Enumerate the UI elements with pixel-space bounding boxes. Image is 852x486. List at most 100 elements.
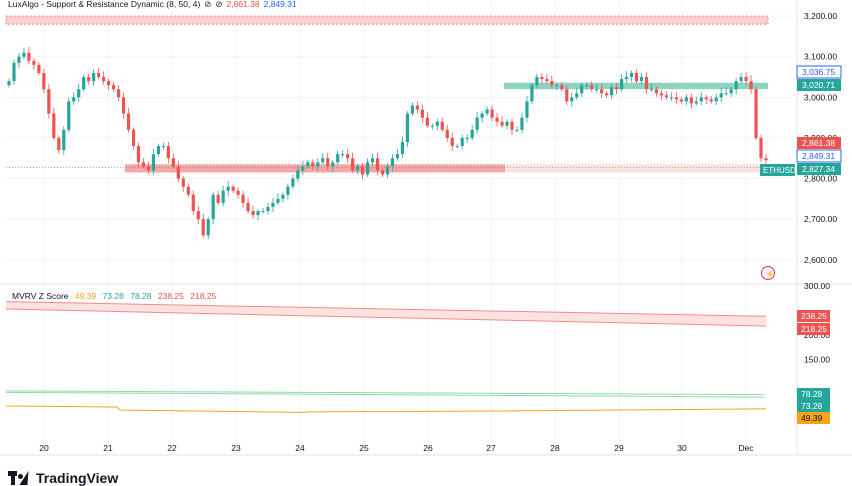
candle (585, 85, 589, 87)
candle (565, 89, 569, 102)
indicator-top-value-1: 2,861.38 (226, 0, 260, 9)
candle (17, 56, 21, 63)
price-axis-tick: 2,700.00 (804, 214, 837, 224)
resistance-zone-left (125, 164, 505, 173)
candle (649, 89, 654, 91)
candle (470, 129, 474, 138)
candle (659, 93, 664, 96)
time-axis-tick: 27 (486, 443, 496, 453)
price-label-box (796, 149, 842, 163)
candle (67, 101, 71, 130)
candle (545, 79, 549, 82)
candle (201, 219, 205, 236)
mvrv-value-label: 73.28 (797, 400, 830, 412)
candle (704, 97, 708, 100)
mvrv-value-box (797, 412, 830, 424)
candle (375, 158, 380, 171)
candle (196, 211, 200, 220)
candle (595, 89, 599, 91)
candle (151, 154, 156, 171)
mvrv-value-box (797, 323, 830, 335)
candle (570, 97, 574, 102)
price-label-box (797, 79, 841, 91)
candle (22, 52, 26, 57)
candle (32, 60, 36, 65)
candle (62, 129, 66, 151)
symbol-tag: ETHUSD (760, 164, 796, 176)
candle (480, 113, 484, 118)
candle (634, 72, 639, 82)
candle (296, 170, 300, 179)
candle (271, 202, 275, 207)
candle (286, 186, 290, 195)
candle (639, 77, 644, 82)
indicator-bottom-value-4: 238.25 (157, 291, 184, 301)
candle (619, 79, 624, 90)
candle (206, 219, 210, 236)
candle (629, 72, 634, 78)
time-axis-tick: 24 (295, 443, 305, 453)
candle (674, 97, 678, 100)
indicator-bottom-legend[interactable]: MVRV Z Score 49.39 73.28 78.28 238.25 21… (12, 291, 220, 301)
candle (251, 211, 255, 216)
candle (644, 77, 649, 90)
candle (495, 117, 499, 122)
symbol-tag-box (760, 164, 795, 176)
candle (52, 113, 56, 138)
mvrv-line (5, 390, 767, 396)
indicator-bottom-value-5: 218.25 (190, 291, 217, 301)
candle (744, 77, 748, 82)
candle (689, 97, 693, 104)
price-label-text: 2,827.34 (802, 164, 835, 174)
candle (346, 154, 350, 159)
candle (535, 77, 539, 86)
price-axis-tick: 3,000.00 (804, 92, 837, 102)
mvrv-line (5, 391, 767, 398)
price-axis-tick: 3,200.00 (804, 11, 837, 21)
candle (490, 109, 494, 118)
candle (131, 129, 136, 147)
eye-icon[interactable]: ⊘ (204, 0, 212, 9)
candle (226, 186, 230, 191)
tradingview-logo[interactable]: TradingView (8, 470, 118, 486)
eye-icon-2[interactable]: ⊘ (215, 0, 223, 9)
candle (256, 211, 260, 216)
candle (405, 113, 410, 142)
candle (420, 109, 424, 118)
candle (460, 137, 464, 147)
mvrv-value-text: 73.28 (801, 401, 823, 411)
candle (754, 89, 758, 138)
candle (445, 129, 449, 138)
candle (211, 194, 215, 220)
mvrv-band (6, 301, 766, 327)
indicator-top-legend[interactable]: LuxAlgo - Support & Resistance Dynamic (… (8, 0, 301, 10)
candle (440, 121, 444, 130)
candle (390, 158, 395, 167)
time-axis-tick: 20 (39, 443, 49, 453)
mvrv-value-label: 238.25 (797, 310, 830, 322)
candle (231, 186, 235, 191)
candle (181, 178, 185, 187)
candle (560, 85, 564, 90)
candle (505, 121, 509, 126)
candle (311, 162, 315, 167)
indicator-bottom-value-2: 73.28 (102, 291, 124, 301)
candle (525, 101, 529, 118)
candle (714, 97, 718, 102)
candle (365, 162, 370, 175)
candle (146, 166, 151, 171)
candle (216, 194, 220, 203)
candle (281, 194, 285, 199)
candle (719, 93, 723, 98)
candle (580, 85, 584, 94)
candle (550, 81, 554, 86)
candle (510, 121, 514, 130)
candle (485, 109, 489, 114)
candle (520, 117, 524, 130)
price-label: 3,036.75 (796, 65, 842, 79)
time-axis-tick: 25 (359, 443, 369, 453)
candle (430, 125, 434, 127)
candle (102, 77, 106, 82)
indicator-bottom-name: MVRV Z Score (12, 291, 69, 301)
candle (360, 166, 365, 175)
